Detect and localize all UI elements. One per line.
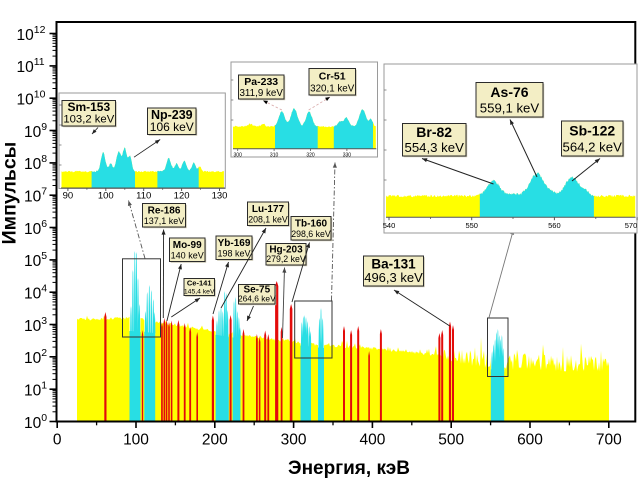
- svg-text:Yb-169: Yb-169: [218, 238, 251, 249]
- svg-text:130: 130: [212, 191, 228, 202]
- svg-text:208,1 keV: 208,1 keV: [248, 214, 288, 224]
- svg-text:Sb-122: Sb-122: [569, 123, 615, 139]
- svg-text:140 keV: 140 keV: [171, 250, 204, 260]
- svg-text:Hg-203: Hg-203: [269, 245, 303, 256]
- svg-text:Np-239: Np-239: [151, 108, 193, 122]
- svg-text:Энергия, кэВ: Энергия, кэВ: [288, 458, 410, 479]
- svg-text:554,3 keV: 554,3 keV: [405, 140, 465, 155]
- svg-text:110: 110: [136, 191, 151, 202]
- svg-text:570: 570: [625, 221, 638, 230]
- svg-text:Cr-51: Cr-51: [319, 71, 346, 83]
- svg-text:Импульсы: Импульсы: [0, 142, 21, 245]
- svg-text:330: 330: [343, 152, 352, 158]
- svg-text:Ce-141: Ce-141: [187, 279, 212, 288]
- svg-text:200: 200: [202, 432, 228, 449]
- svg-text:279,2 keV: 279,2 keV: [266, 254, 306, 264]
- svg-text:100: 100: [98, 191, 114, 202]
- svg-text:0: 0: [53, 432, 62, 449]
- svg-text:198 keV: 198 keV: [217, 248, 250, 258]
- svg-text:Mo-99: Mo-99: [173, 240, 202, 251]
- svg-text:300: 300: [234, 152, 243, 158]
- svg-text:496,3 keV: 496,3 keV: [364, 270, 423, 285]
- svg-text:300: 300: [281, 432, 307, 449]
- svg-text:700: 700: [596, 432, 622, 449]
- svg-text:Lu-177: Lu-177: [252, 204, 285, 215]
- svg-text:Tb-160: Tb-160: [295, 218, 328, 229]
- svg-text:As-76: As-76: [490, 84, 528, 100]
- svg-text:Br-82: Br-82: [416, 124, 452, 140]
- svg-text:Pa-233: Pa-233: [244, 76, 278, 88]
- svg-text:Re-186: Re-186: [148, 205, 181, 216]
- svg-text:400: 400: [359, 432, 385, 449]
- svg-text:Ba-131: Ba-131: [371, 257, 416, 272]
- svg-text:264,6 keV: 264,6 keV: [238, 294, 276, 304]
- svg-text:106 keV: 106 keV: [150, 120, 194, 134]
- svg-text:320,1 keV: 320,1 keV: [310, 84, 355, 95]
- svg-text:310: 310: [270, 152, 279, 158]
- svg-text:311,9 keV: 311,9 keV: [239, 88, 283, 99]
- svg-text:Se-75: Se-75: [243, 285, 270, 296]
- svg-text:560: 560: [548, 221, 561, 230]
- svg-text:137,1 keV: 137,1 keV: [144, 216, 185, 226]
- svg-text:540: 540: [383, 221, 396, 230]
- svg-text:Sm-153: Sm-153: [67, 100, 110, 114]
- svg-text:120: 120: [174, 191, 190, 202]
- svg-text:103,2 keV: 103,2 keV: [63, 114, 114, 126]
- svg-text:145,4 keV: 145,4 keV: [184, 288, 215, 295]
- svg-text:90: 90: [63, 191, 74, 202]
- svg-text:564,2 keV: 564,2 keV: [563, 139, 623, 154]
- svg-text:298,6 keV: 298,6 keV: [291, 229, 331, 239]
- svg-text:550: 550: [465, 221, 478, 230]
- svg-text:600: 600: [517, 432, 543, 449]
- svg-text:500: 500: [438, 432, 464, 449]
- svg-text:559,1 keV: 559,1 keV: [480, 101, 540, 116]
- svg-text:320: 320: [306, 152, 315, 158]
- svg-text:100: 100: [123, 432, 149, 449]
